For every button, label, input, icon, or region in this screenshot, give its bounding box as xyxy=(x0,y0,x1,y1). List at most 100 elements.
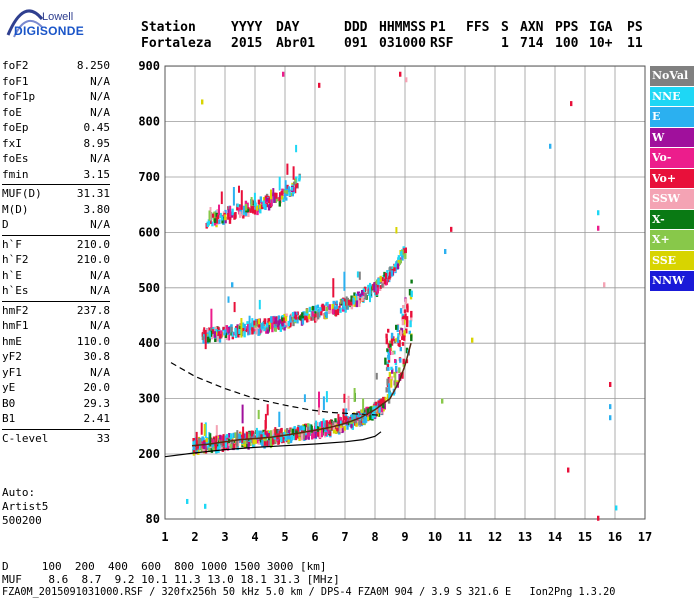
echo-mark xyxy=(220,330,223,337)
echo-mark xyxy=(218,219,221,224)
echo-mark xyxy=(229,444,233,448)
x-tick-label: 16 xyxy=(608,530,622,544)
echo-mark xyxy=(356,295,360,303)
echo-mark xyxy=(301,318,305,325)
echo-mark xyxy=(358,419,361,425)
echo-mark xyxy=(386,363,390,368)
echo-mark xyxy=(215,444,219,449)
echo-mark xyxy=(311,306,315,311)
param-value: 210.0 xyxy=(76,237,110,251)
echo-mark xyxy=(280,436,283,443)
echo-streak xyxy=(257,409,260,420)
echo-mark xyxy=(329,309,333,314)
param-label: M(D) xyxy=(2,202,29,216)
echo-streak xyxy=(395,227,398,234)
echo-mark xyxy=(342,301,345,307)
echo-mark xyxy=(402,315,405,319)
echo-mark xyxy=(261,439,264,447)
echo-mark xyxy=(227,334,231,341)
echo-mark xyxy=(399,347,402,352)
echo-mark xyxy=(336,308,340,316)
echo-mark xyxy=(242,212,245,219)
echo-mark xyxy=(400,251,403,257)
echo-mark xyxy=(388,392,391,400)
echo-mark xyxy=(233,214,236,220)
echo-streak xyxy=(251,318,254,328)
echo-mark xyxy=(274,192,277,197)
sporadic-echo xyxy=(186,498,189,504)
echo-streak xyxy=(303,394,306,403)
legend-item-vo-: Vo- xyxy=(650,148,694,168)
echo-mark xyxy=(212,446,215,452)
echo-mark xyxy=(365,413,369,418)
echo-streak xyxy=(203,424,206,436)
echo-mark xyxy=(410,334,413,342)
echo-streak xyxy=(274,427,277,436)
echo-streak xyxy=(200,422,203,435)
echo-mark xyxy=(375,290,378,295)
echo-mark xyxy=(393,339,397,344)
echo-mark xyxy=(285,190,288,194)
echo-mark xyxy=(294,434,298,441)
echo-mark xyxy=(350,424,353,428)
echo-mark xyxy=(304,311,308,318)
echo-mark xyxy=(288,191,291,197)
x-tick-label: 17 xyxy=(638,530,652,544)
param-row: h`F 210.0 xyxy=(2,237,110,253)
echo-mark xyxy=(287,186,291,193)
echo-mark xyxy=(391,368,394,374)
echo-mark xyxy=(339,307,342,313)
echo-mark xyxy=(224,332,227,339)
legend-item-noval: NoVal xyxy=(650,66,694,86)
echo-mark xyxy=(390,270,394,277)
param-value: N/A xyxy=(90,90,110,103)
echo-streak xyxy=(394,372,397,389)
echo-mark xyxy=(274,325,277,332)
echo-streak xyxy=(195,431,198,450)
param-label: fxI xyxy=(2,136,22,150)
echo-mark xyxy=(388,271,392,279)
echo-mark xyxy=(403,330,406,338)
echo-mark xyxy=(404,313,407,321)
echo-mark xyxy=(283,188,286,195)
echo-mark xyxy=(290,434,294,440)
scaled-parameters-panel: foF2 8.250 foF1 N/A foF1p N/A foE N/A foEp 0.45 fx… xyxy=(2,58,110,446)
echo-mark xyxy=(277,438,280,445)
x-tick-label: 5 xyxy=(281,530,288,544)
echo-streak xyxy=(203,327,206,335)
echo-mark xyxy=(322,305,325,312)
echo-streak xyxy=(270,193,273,207)
echo-mark xyxy=(381,283,384,288)
echo-mark xyxy=(351,414,354,421)
value-hhmmss: 031000 xyxy=(379,36,426,51)
echo-mark xyxy=(377,400,380,405)
value-ps: 11 xyxy=(627,36,643,51)
echo-mark xyxy=(277,320,280,326)
echo-mark xyxy=(286,428,289,434)
echo-mark xyxy=(225,334,229,341)
echo-streak xyxy=(250,197,253,207)
echo-mark xyxy=(386,378,389,386)
echo-mark xyxy=(379,285,382,289)
echo-mark xyxy=(399,330,403,337)
sporadic-echo xyxy=(570,101,573,107)
param-value: 8.95 xyxy=(83,136,111,150)
echo-mark xyxy=(304,435,307,441)
echo-mark xyxy=(409,320,412,328)
echo-mark xyxy=(383,278,387,285)
auto-program: Artist5 xyxy=(2,500,49,513)
echo-mark xyxy=(367,288,370,295)
echo-mark xyxy=(290,187,294,191)
echo-mark xyxy=(268,321,271,325)
echo-mark xyxy=(361,296,364,301)
echo-mark xyxy=(286,433,290,440)
y-tick-label: 80 xyxy=(146,512,160,526)
echo-mark xyxy=(345,415,348,423)
logo-text-digisonde: DIGISONDE xyxy=(14,24,85,38)
echo-mark xyxy=(237,332,240,338)
echo-mark xyxy=(317,312,320,320)
echo-mark xyxy=(209,330,213,337)
echo-mark xyxy=(319,430,322,439)
echo-mark xyxy=(378,406,381,413)
echo-mark xyxy=(352,297,355,305)
